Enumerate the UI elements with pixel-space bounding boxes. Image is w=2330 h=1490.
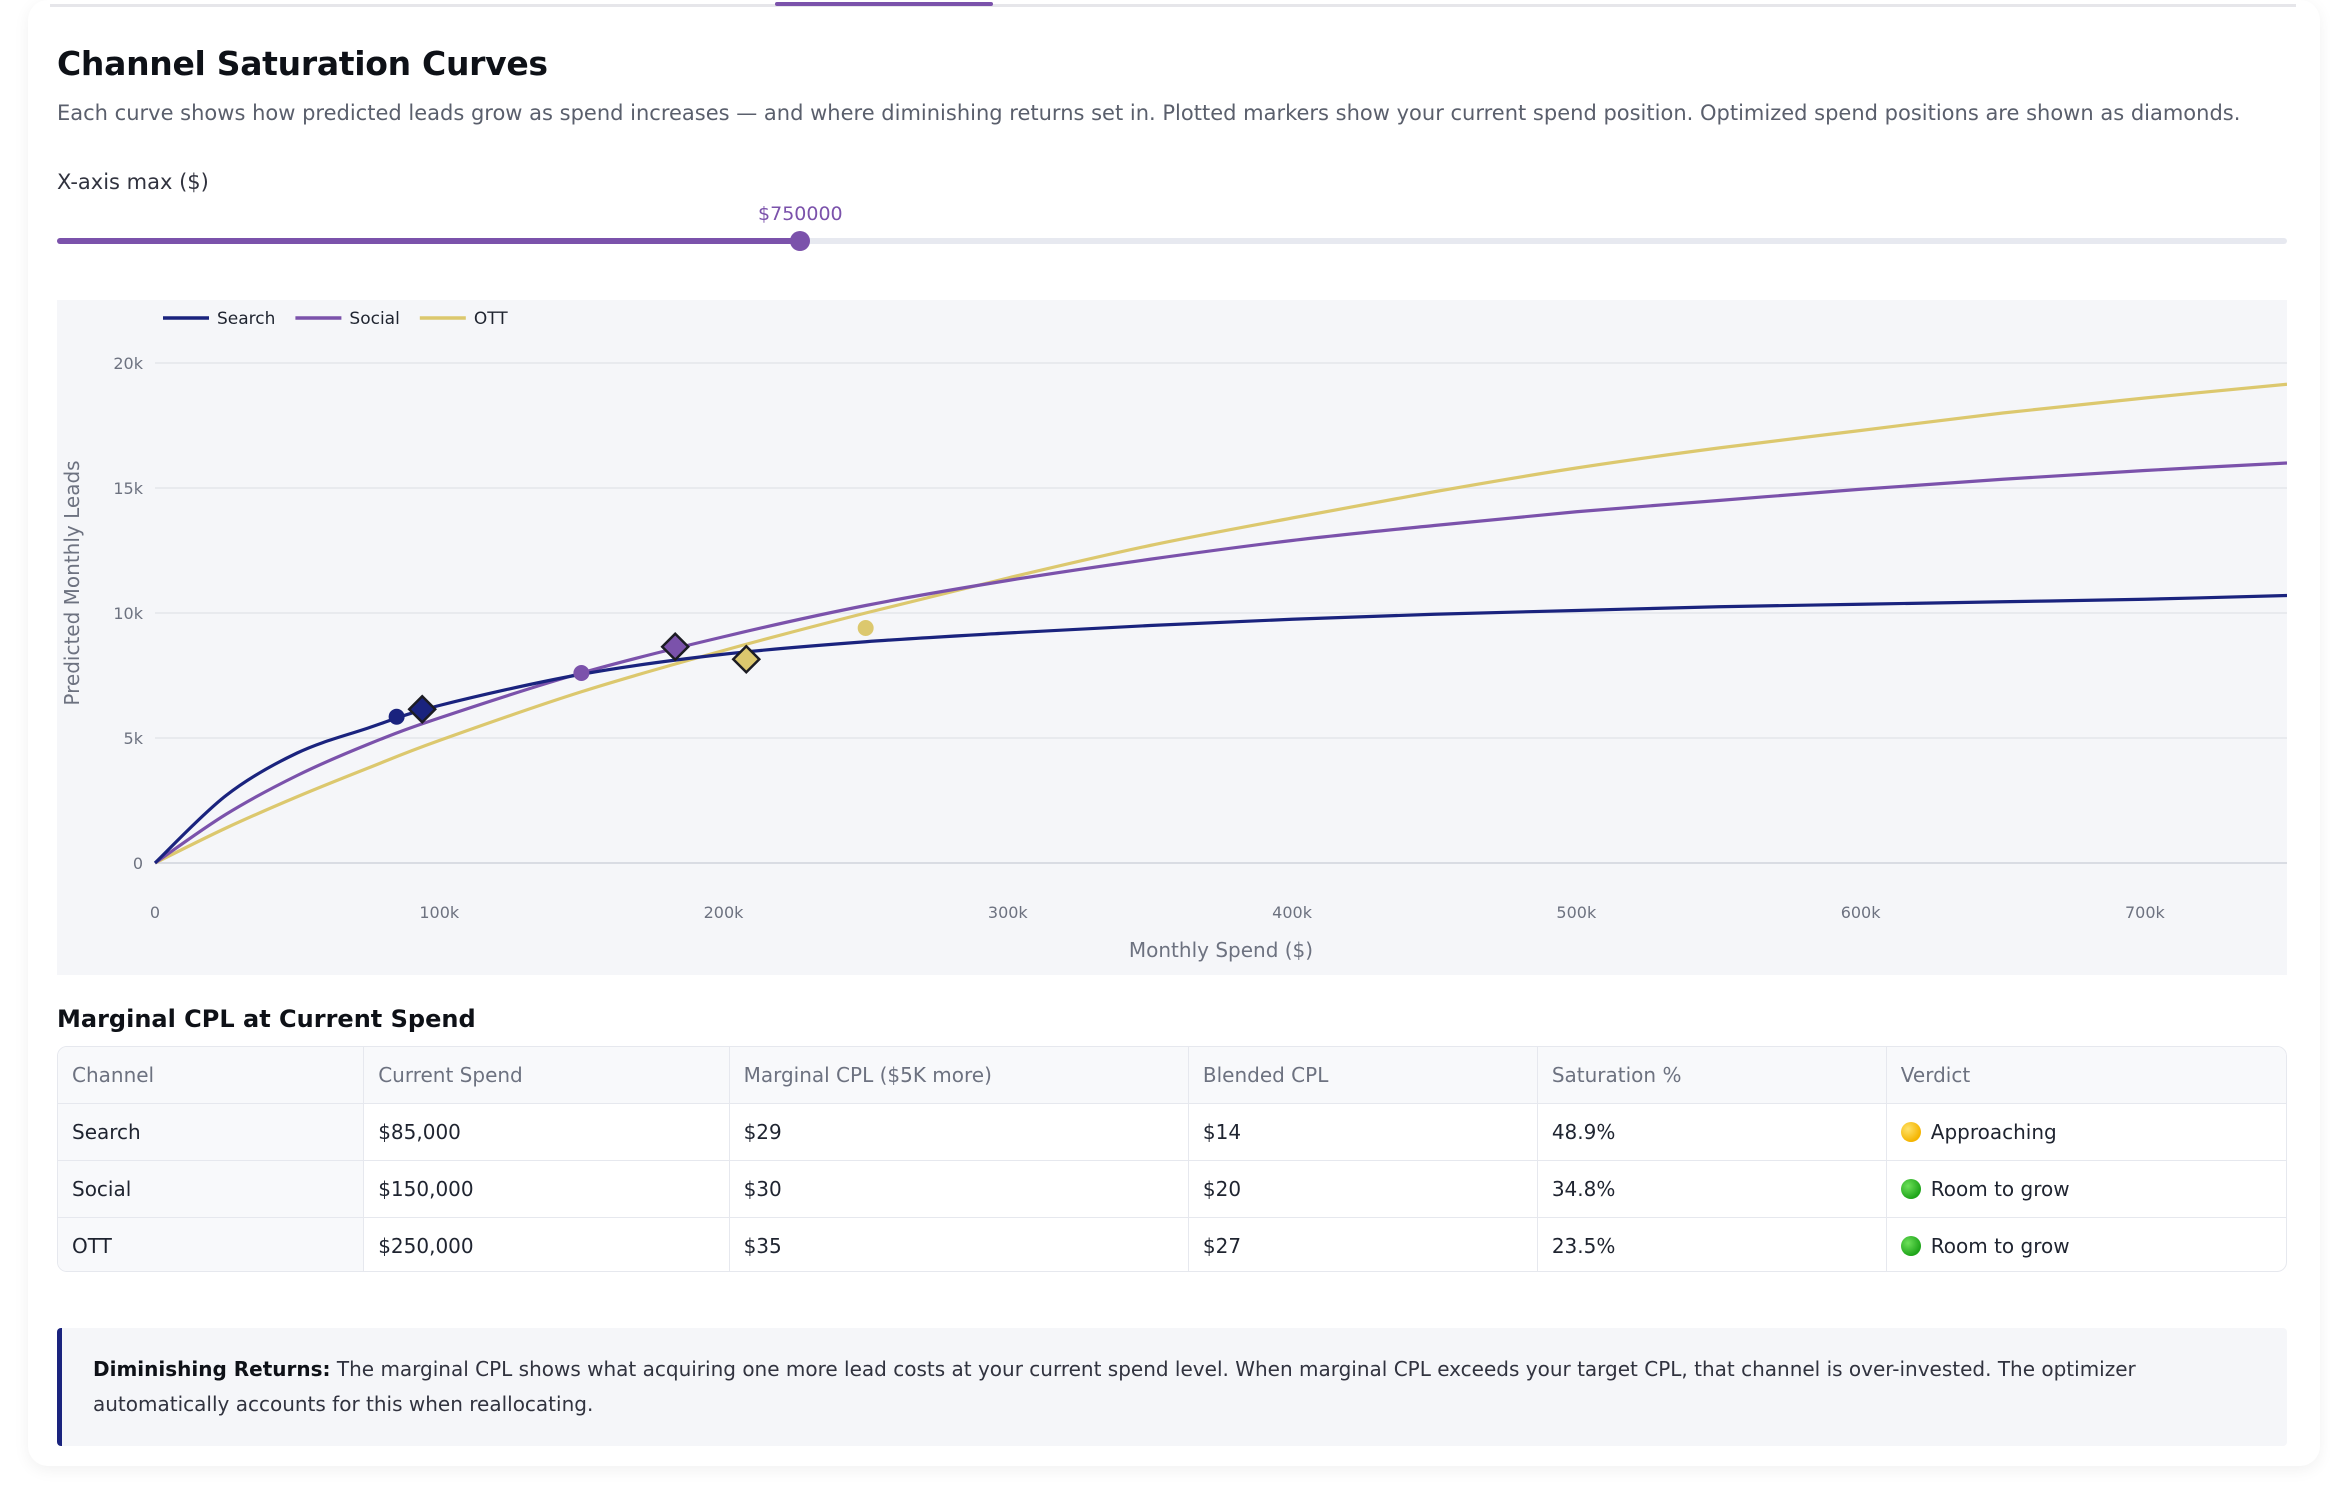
cell-current-spend: $85,000 — [363, 1103, 730, 1161]
legend-label-ott: OTT — [474, 309, 508, 329]
cell-saturation: 23.5% — [1537, 1217, 1887, 1271]
cell-channel: Search — [58, 1103, 365, 1161]
callout-bold-label: Diminishing Returns: — [93, 1357, 331, 1381]
x-tick-label: 100k — [419, 903, 460, 922]
social-current-spend-marker — [573, 665, 590, 681]
marginal-cpl-table: Channel Current Spend Marginal CPL ($5K … — [57, 1046, 2287, 1272]
x-axis-title: Monthly Spend ($) — [1129, 938, 1313, 962]
slider-thumb[interactable] — [790, 231, 811, 251]
legend-label-search: Search — [217, 309, 275, 329]
cell-marginal-cpl: $30 — [729, 1160, 1189, 1218]
verdict-text: Room to grow — [1930, 1234, 2070, 1258]
cell-marginal-cpl: $29 — [729, 1103, 1189, 1161]
y-axis-title: Predicted Monthly Leads — [60, 460, 84, 705]
x-tick-label: 600k — [1841, 903, 1882, 922]
section-subtitle: Each curve shows how predicted leads gro… — [57, 101, 2241, 125]
cell-saturation: 34.8% — [1537, 1160, 1887, 1218]
table-row: OTT $250,000 $35 $27 23.5% Room to grow — [58, 1217, 2286, 1272]
search-curve — [153, 593, 2287, 865]
verdict-text: Approaching — [1930, 1120, 2057, 1144]
column-header-verdict[interactable]: Verdict — [1886, 1047, 2286, 1104]
ott-optimized-spend-marker — [731, 644, 762, 675]
social-optimized-spend-marker — [660, 631, 690, 662]
table-row: Search $85,000 $29 $14 48.9% Approaching — [58, 1103, 2286, 1161]
y-tick-label: 0 — [133, 854, 143, 873]
column-header-channel[interactable]: Channel — [58, 1047, 365, 1104]
diminishing-returns-callout: Diminishing Returns: The marginal CPL sh… — [57, 1328, 2287, 1446]
column-header-saturation[interactable]: Saturation % — [1537, 1047, 1887, 1104]
y-tick-label: 10k — [113, 604, 143, 623]
y-tick-label: 15k — [113, 479, 143, 498]
cell-channel: OTT — [58, 1217, 365, 1271]
slider-value-text: $750000 — [758, 203, 843, 225]
cell-marginal-cpl: $35 — [729, 1217, 1189, 1271]
cell-verdict: Approaching — [1886, 1103, 2286, 1161]
y-tick-label: 5k — [124, 729, 144, 748]
green-circle-icon — [1900, 1236, 1921, 1256]
cell-verdict: Room to grow — [1886, 1160, 2286, 1218]
y-tick-label: 20k — [113, 354, 143, 373]
saturation-chart: 0 5k 10k 15k 20k 0 100k 200k 300k 400k 500k 600k 700… — [57, 300, 2287, 975]
x-tick-label: 200k — [704, 903, 745, 922]
x-tick-label: 0 — [150, 903, 160, 922]
column-header-marginal-cpl[interactable]: Marginal CPL ($5K more) — [729, 1047, 1189, 1104]
cell-blended-cpl: $14 — [1188, 1103, 1538, 1161]
column-header-current-spend[interactable]: Current Spend — [363, 1047, 730, 1104]
x-tick-label: 700k — [2125, 903, 2166, 922]
ott-current-spend-marker — [857, 620, 874, 636]
cell-current-spend: $250,000 — [363, 1217, 730, 1271]
active-tab-indicator — [775, 2, 993, 6]
cell-saturation: 48.9% — [1537, 1103, 1887, 1161]
marginal-cpl-heading: Marginal CPL at Current Spend — [57, 1005, 476, 1033]
table-header-row: Channel Current Spend Marginal CPL ($5K … — [58, 1047, 2286, 1104]
cell-current-spend: $150,000 — [363, 1160, 730, 1218]
x-tick-label: 500k — [1556, 903, 1597, 922]
yellow-circle-icon — [1900, 1122, 1921, 1142]
slider-fill — [57, 238, 801, 244]
x-tick-label: 300k — [988, 903, 1029, 922]
cell-blended-cpl: $27 — [1188, 1217, 1538, 1271]
x-axis-max-label: X-axis max ($) — [57, 170, 209, 194]
cell-verdict: Room to grow — [1886, 1218, 2286, 1272]
x-axis-max-slider[interactable] — [57, 231, 2287, 251]
social-curve — [154, 461, 2287, 865]
search-optimized-spend-marker — [407, 694, 437, 725]
verdict-text: Room to grow — [1930, 1177, 2070, 1201]
column-header-blended-cpl[interactable]: Blended CPL — [1188, 1047, 1538, 1104]
search-current-spend-marker — [388, 708, 405, 725]
table-row: Social $150,000 $30 $20 34.8% Room to gr… — [58, 1160, 2286, 1218]
legend-label-social: Social — [349, 309, 399, 329]
tab-bar-divider — [50, 4, 2296, 7]
ott-curve — [154, 382, 2287, 865]
green-circle-icon — [1900, 1179, 1921, 1199]
chart-canvas: 0 5k 10k 15k 20k 0 100k 200k 300k 400k 500k 600k 700… — [60, 309, 2287, 962]
cell-channel: Social — [58, 1160, 365, 1218]
callout-text: The marginal CPL shows what acquiring on… — [93, 1357, 2136, 1416]
x-tick-label: 400k — [1272, 903, 1313, 922]
cell-blended-cpl: $20 — [1188, 1160, 1538, 1218]
section-title: Channel Saturation Curves — [57, 44, 548, 83]
